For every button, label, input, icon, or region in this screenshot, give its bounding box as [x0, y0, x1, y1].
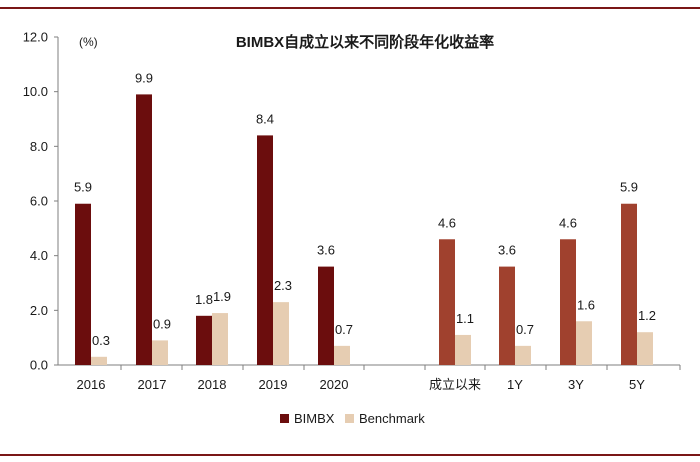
data-label-bimbx: 1.8 [195, 292, 213, 307]
bar-benchmark [91, 356, 107, 365]
bar-bimbx [257, 135, 273, 365]
bar-bimbx [560, 239, 576, 365]
x-tick-label: 1Y [507, 377, 523, 392]
data-label-bimbx: 5.9 [620, 180, 638, 195]
legend-swatch-bimbx [280, 414, 289, 423]
data-label-benchmark: 0.3 [92, 333, 110, 348]
legend-label-bimbx: BIMBX [294, 411, 335, 426]
data-label-bimbx: 4.6 [438, 215, 456, 230]
data-label-bimbx: 5.9 [74, 180, 92, 195]
data-label-benchmark: 1.1 [456, 311, 474, 326]
top-rule [0, 7, 700, 9]
y-tick-label: 6.0 [30, 194, 48, 209]
x-tick-label: 3Y [568, 377, 584, 392]
bar-benchmark [455, 334, 471, 365]
bar-benchmark [515, 345, 531, 365]
legend-label-benchmark: Benchmark [359, 411, 425, 426]
bottom-rule [0, 454, 700, 456]
bars-group [75, 94, 653, 366]
data-labels-group: 5.9 0.3 9.9 0.9 1.8 1.9 8.4 2.3 3.6 0.7 4.6 1.1 3.6 0… [74, 70, 656, 347]
bar-benchmark [637, 332, 653, 365]
bar-bimbx [196, 315, 212, 365]
x-tick-label: 2018 [198, 377, 227, 392]
data-label-bimbx: 3.6 [317, 243, 335, 258]
x-tick-label: 成立以来 [429, 377, 481, 392]
data-label-bimbx: 9.9 [135, 70, 153, 85]
bar-bimbx [439, 239, 455, 365]
bar-bimbx [318, 266, 334, 365]
bar-benchmark [334, 345, 350, 365]
data-label-bimbx: 8.4 [256, 111, 274, 126]
data-label-benchmark: 1.9 [213, 289, 231, 304]
data-label-benchmark: 2.3 [274, 278, 292, 293]
x-tick-label: 2017 [138, 377, 167, 392]
y-unit-label: (%) [79, 35, 98, 49]
legend-swatch-benchmark [345, 414, 354, 423]
y-tick-label: 2.0 [30, 303, 48, 318]
legend: BIMBX Benchmark [280, 411, 425, 426]
y-axis: 0.0 2.0 4.0 6.0 8.0 10.0 12.0 [23, 30, 59, 373]
x-axis: 2016 2017 2018 2019 2020 成立以来 1Y 3Y 5Y [58, 364, 681, 392]
x-tick-label: 5Y [629, 377, 645, 392]
y-tick-label: 8.0 [30, 139, 48, 154]
y-tick-label: 12.0 [23, 30, 48, 45]
bar-benchmark [152, 340, 168, 365]
data-label-benchmark: 1.6 [577, 297, 595, 312]
bar-bimbx [621, 203, 637, 365]
data-label-benchmark: 1.2 [638, 308, 656, 323]
data-label-benchmark: 0.7 [516, 322, 534, 337]
data-label-benchmark: 0.9 [153, 316, 171, 331]
bar-benchmark [273, 302, 289, 365]
x-tick-label: 2016 [77, 377, 106, 392]
bar-bimbx [75, 203, 91, 365]
x-tick-label: 2019 [259, 377, 288, 392]
x-tick-label: 2020 [320, 377, 349, 392]
bar-benchmark [576, 321, 592, 365]
data-label-bimbx: 3.6 [498, 243, 516, 258]
data-label-bimbx: 4.6 [559, 215, 577, 230]
bar-benchmark [212, 313, 228, 365]
chart-title: BIMBX自成立以来不同阶段年化收益率 [236, 33, 494, 51]
y-tick-label: 4.0 [30, 248, 48, 263]
data-label-benchmark: 0.7 [335, 322, 353, 337]
bar-bimbx [499, 266, 515, 365]
y-tick-label: 10.0 [23, 84, 48, 99]
y-tick-label: 0.0 [30, 358, 48, 373]
bar-bimbx [136, 94, 152, 366]
